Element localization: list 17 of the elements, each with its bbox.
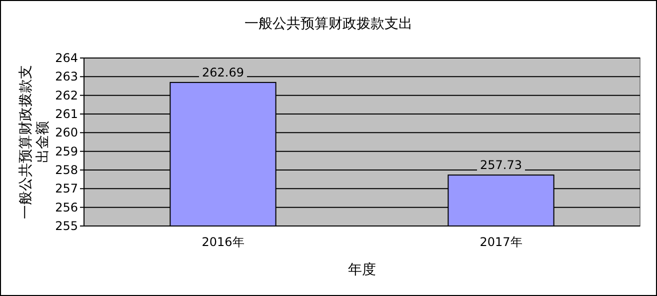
x-axis-title: 年度 — [348, 262, 376, 278]
y-tick-label: 255 — [55, 219, 78, 233]
data-label: 262.69 — [202, 65, 244, 80]
y-tick-label: 263 — [55, 70, 78, 84]
y-tick-label: 260 — [55, 126, 78, 140]
y-tick-label: 257 — [55, 182, 78, 196]
y-axis-title: 一般公共预算财政拨款支出金额 — [18, 65, 51, 219]
y-tick-label: 259 — [55, 144, 78, 158]
y-tick-label: 262 — [55, 88, 78, 102]
y-tick-label: 261 — [55, 107, 78, 121]
y-tick-label: 256 — [55, 200, 78, 214]
y-tick-label: 264 — [55, 51, 78, 65]
x-tick-label: 2016年 — [202, 235, 244, 249]
data-label: 257.73 — [480, 158, 522, 172]
chart-title: 一般公共预算财政拨款支出 — [244, 16, 412, 32]
y-tick-label: 258 — [55, 163, 78, 177]
x-tick-label: 2017年 — [480, 235, 522, 249]
